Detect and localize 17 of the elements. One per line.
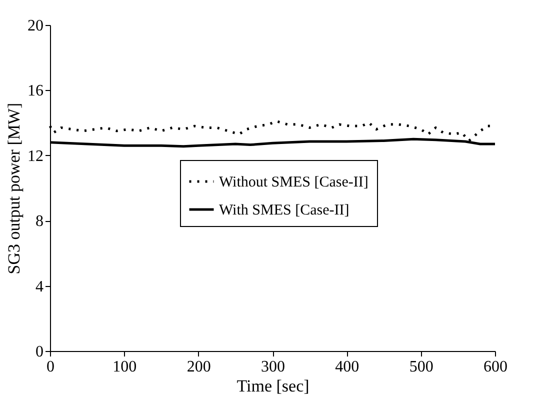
legend-label: With SMES [Case-II]: [219, 202, 350, 218]
y-tick-label: 8: [36, 213, 44, 230]
y-tick-label: 12: [28, 148, 44, 165]
x-tick-label: 200: [186, 358, 211, 376]
y-tick-label: 16: [28, 82, 44, 100]
x-axis-title: Time [sec]: [236, 376, 310, 396]
legend-label: Without SMES [Case-II]: [219, 174, 368, 190]
x-tick-label: 400: [335, 358, 360, 376]
y-tick-label: 20: [28, 18, 44, 34]
y-tick-label: 4: [36, 278, 44, 296]
y-tick-label: 0: [36, 344, 44, 360]
x-tick-label: 600: [484, 358, 508, 376]
x-tick-label: 300: [261, 358, 285, 376]
y-axis-title: SG3 output power [MW]: [4, 102, 24, 274]
x-tick-label: 500: [409, 358, 434, 376]
x-tick-label: 0: [46, 358, 54, 376]
x-tick-label: 100: [112, 358, 137, 376]
